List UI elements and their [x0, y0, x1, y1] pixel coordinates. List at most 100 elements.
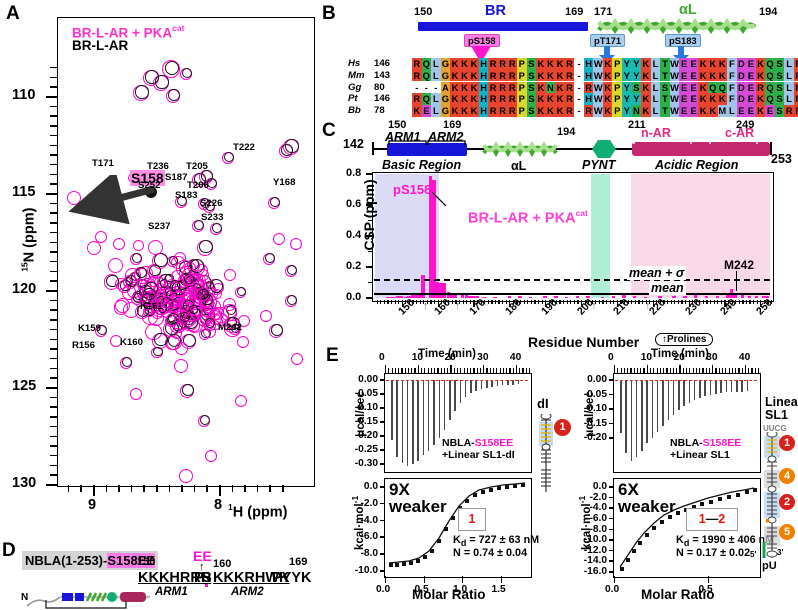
csp-y-minor-tick — [368, 188, 372, 191]
csp-bar — [765, 296, 770, 298]
alignment-residue: K — [555, 58, 565, 70]
alignment-residue: H — [583, 69, 594, 82]
time-tick — [614, 365, 616, 373]
csp-bar — [460, 295, 465, 298]
nmr-peak-apo — [159, 279, 168, 288]
itc-right-time-title: Time (min) — [651, 348, 709, 360]
itc-right-baseline — [615, 380, 757, 381]
alignment-residue: E — [746, 93, 756, 105]
itc-left-thermogram[interactable] — [384, 373, 532, 473]
time-tick — [460, 368, 462, 373]
nmr-peak — [130, 388, 142, 400]
itc-injection-spike — [672, 380, 675, 415]
nmr-peak — [115, 278, 127, 290]
csp-x-tick — [606, 300, 608, 304]
time-tick-label: 40 — [738, 352, 751, 363]
time-tick — [731, 368, 733, 373]
y-tick — [50, 125, 57, 127]
alignment-residue: R — [564, 81, 575, 94]
nmr-peak — [187, 258, 205, 276]
time-tick — [751, 368, 753, 373]
alignment-residue: K — [545, 105, 556, 117]
time-tick — [391, 368, 393, 373]
br-domain-label: BR — [485, 3, 506, 19]
itc-left-y2-label: -4.0 — [360, 514, 378, 526]
time-tick — [466, 368, 468, 373]
peak-label: T205 — [186, 161, 208, 172]
alignment-residue: L — [650, 58, 661, 70]
time-tick-label: 20 — [444, 352, 456, 363]
alignment-residue: Q — [421, 58, 432, 70]
itc-right-y1-label-tick — [609, 422, 614, 425]
time-tick — [728, 368, 730, 373]
y-tick — [50, 86, 57, 88]
csp-x-tick — [469, 300, 471, 304]
time-tick — [653, 368, 655, 373]
itc-right-y2-label-tick — [609, 496, 614, 499]
itc-data-point — [727, 495, 731, 499]
csp-bar — [443, 282, 447, 298]
alignment-residue: S — [660, 81, 670, 94]
csp-x-tick — [394, 300, 396, 304]
nmr-peak-apo — [271, 324, 283, 336]
domain-axis-cap-right — [770, 142, 772, 155]
itc-left-x2-label: 0.0 — [376, 584, 391, 595]
csp-bar — [658, 296, 662, 298]
time-tick-label: 10 — [640, 352, 653, 363]
alignment-residue: K — [469, 105, 479, 117]
panel-a-legend-phospho: BR-L-AR + PKAcat — [72, 23, 185, 41]
csp-x-tick — [462, 300, 464, 304]
peak-label: S187 — [165, 172, 188, 183]
csp-x-tick — [498, 300, 500, 304]
alignment-residue: D — [736, 81, 747, 94]
alignment-residue: S — [631, 81, 642, 94]
csp-x-tick — [634, 300, 636, 304]
di-badge-1: 1 — [554, 419, 571, 436]
panel-c-letter: C — [322, 120, 336, 141]
nmr-peak — [237, 336, 249, 348]
alignment-residue: P — [612, 105, 623, 117]
alignment-residue: F — [727, 58, 737, 70]
time-tick — [692, 368, 694, 373]
time-tick — [702, 368, 704, 373]
itc-right-y2-label: -12.0 — [583, 544, 607, 556]
alignment-residue: R — [488, 93, 498, 105]
time-tick — [470, 368, 472, 373]
csp-x-tick — [627, 300, 629, 304]
x-tick — [168, 485, 171, 492]
num-249: 249 — [736, 119, 755, 131]
csp-x-tick — [677, 300, 679, 304]
itc-injection-spike — [406, 380, 409, 467]
csp-x-tick — [613, 300, 615, 304]
time-tick — [682, 368, 684, 373]
alignment-residue: K — [707, 58, 718, 70]
alignment-residue: K — [707, 69, 718, 82]
alignment-residue: K — [641, 58, 651, 70]
nmr-peak — [147, 239, 164, 256]
alignment-residue: H — [478, 93, 489, 105]
peak-label: K161 — [140, 301, 163, 312]
itc-left-fit-curve — [388, 482, 526, 564]
time-tick — [414, 368, 416, 373]
itc-left-y1-label: -0.30 — [354, 458, 378, 469]
csp-x-tick — [667, 300, 669, 304]
y-tick — [50, 338, 57, 341]
alignment-residue: K — [602, 105, 613, 117]
alignment-residue: T — [660, 93, 670, 105]
five-prime-label: 5' — [750, 550, 757, 559]
itc-left-y1-label-tick — [380, 379, 385, 381]
itc-right-y2-label: 0.0 — [592, 481, 607, 492]
x-tick — [244, 485, 246, 492]
sl1-badge-4: 4 — [779, 468, 795, 484]
nmr-hsqc-plot[interactable] — [57, 17, 315, 487]
panel-d-arm1-label: ARM1 — [155, 586, 188, 598]
y-tick-label: 110 — [12, 87, 36, 103]
alignment-residue: S — [526, 69, 537, 82]
itc-injection-spike — [459, 380, 462, 404]
itc-right-y2-label-tick — [609, 571, 614, 573]
csp-y-tick-label: 0.8 — [346, 167, 362, 179]
itc-left-y1-label: -0.25 — [354, 444, 378, 455]
csp-bar — [403, 296, 407, 298]
csp-x-tick — [512, 300, 515, 304]
alignment-residue: K — [459, 81, 470, 94]
